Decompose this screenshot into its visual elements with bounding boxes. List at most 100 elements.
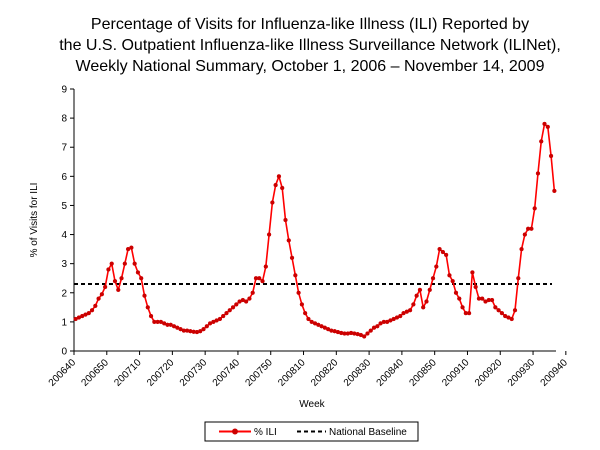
axes (73, 89, 556, 352)
ili-data-point (148, 313, 154, 319)
ili-data-point (224, 311, 229, 316)
ili-data-point (280, 185, 285, 191)
ili-line (75, 123, 556, 338)
x-tick-label: 200810 (276, 357, 308, 389)
ili-data-point (457, 296, 462, 301)
y-axis-label: % of Visits for ILI (29, 183, 40, 258)
x-tick-label: 200940 (539, 357, 571, 389)
ili-series (73, 121, 557, 339)
ili-data-point (293, 273, 298, 278)
ili-data-point (522, 232, 527, 237)
ili-data-point (424, 299, 429, 304)
x-tick-label: 200910 (440, 357, 472, 389)
ili-data-point (99, 292, 105, 297)
ili-data-point (411, 302, 416, 307)
ili-data-point (276, 174, 282, 179)
ili-data-point (470, 270, 475, 275)
ili-data-point (234, 302, 239, 307)
ili-data-point (545, 124, 550, 129)
ili-data-point (529, 226, 534, 231)
ili-data-point (548, 153, 554, 159)
ili-data-point (417, 287, 423, 293)
ili-data-point (306, 316, 311, 322)
ili-data-point (116, 287, 121, 293)
ili-data-point (368, 328, 373, 333)
y-tick-label: 6 (61, 172, 67, 183)
ili-data-point (221, 313, 226, 319)
ili-data-point (542, 121, 547, 127)
x-tick-label: 200730 (178, 357, 210, 389)
ili-data-point (266, 232, 272, 237)
y-tick-label: 8 (61, 114, 67, 125)
ili-data-point (440, 249, 446, 255)
ili-data-point (263, 264, 268, 269)
ili-data-point (512, 308, 518, 313)
y-tick-label: 1 (61, 317, 67, 328)
ili-data-point (204, 324, 209, 329)
ili-data-point (129, 245, 134, 250)
ili-data-point (201, 327, 206, 332)
ili-data-point (496, 308, 501, 313)
ili-data-point (93, 303, 98, 309)
ili-data-point (365, 331, 370, 336)
ili-data-point (86, 311, 91, 316)
legend-baseline-label: National Baseline (329, 427, 407, 438)
x-tick-label: 200930 (506, 357, 538, 389)
ili-data-point (260, 278, 265, 284)
x-tick-label: 200920 (473, 357, 505, 389)
ili-data-point (283, 217, 288, 223)
ili-data-point (447, 273, 452, 278)
ili-data-point (270, 200, 275, 205)
ili-data-point (421, 305, 426, 310)
x-axis-ticks: 200640 200650 200710 200720 200730 200740 2007… (47, 351, 571, 389)
ili-data-point (480, 296, 485, 301)
ili-data-point (493, 305, 498, 310)
legend-ili-marker-swatch (232, 428, 238, 435)
ili-data-point (139, 276, 144, 281)
ili-data-point (227, 308, 232, 313)
y-tick-label: 2 (61, 288, 67, 299)
ili-data-point (230, 305, 236, 310)
ili-data-point (516, 276, 521, 281)
x-tick-label: 200840 (375, 357, 407, 389)
ili-data-point (112, 278, 118, 284)
chart-title-line-3: Weekly National Summary, October 1, 2006… (76, 58, 545, 75)
ili-data-point (198, 329, 203, 334)
y-tick-label: 9 (61, 85, 67, 96)
ili-data-point (398, 313, 403, 319)
ili-data-point (135, 270, 141, 275)
ili-data-point (250, 290, 255, 295)
x-tick-label: 200830 (342, 357, 374, 389)
x-tick-label: 200750 (243, 357, 275, 389)
ili-data-point (532, 206, 537, 211)
ili-data-point (535, 171, 541, 176)
ili-data-point (142, 293, 147, 298)
ili-data-point (427, 287, 432, 293)
x-axis-label: Week (299, 399, 325, 410)
chart-title-line-1: Percentage of Visits for Influenza-like … (91, 16, 529, 33)
ili-data-point (552, 188, 557, 194)
ili-data-point (109, 261, 114, 266)
ili-data-point (286, 238, 291, 243)
ili-data-point (119, 276, 124, 281)
ili-data-point (103, 284, 108, 290)
legend: % ILI National Baseline (204, 421, 419, 442)
ili-data-point (466, 311, 472, 316)
y-tick-label: 4 (61, 230, 67, 241)
ili-data-point (106, 267, 111, 272)
x-tick-label: 200820 (309, 357, 341, 389)
ili-data-point (299, 302, 305, 307)
y-tick-label: 5 (61, 201, 67, 212)
ili-data-point (519, 246, 524, 252)
ili-data-point (489, 297, 495, 303)
ili-data-point (414, 293, 419, 298)
ili-data-point (145, 305, 150, 310)
ili-data-point (460, 305, 465, 310)
x-tick-label: 200740 (211, 357, 243, 389)
ili-data-point (375, 324, 380, 329)
ili-data-point (499, 311, 505, 316)
ili-data-point (289, 255, 295, 260)
x-tick-label: 200710 (112, 357, 144, 389)
